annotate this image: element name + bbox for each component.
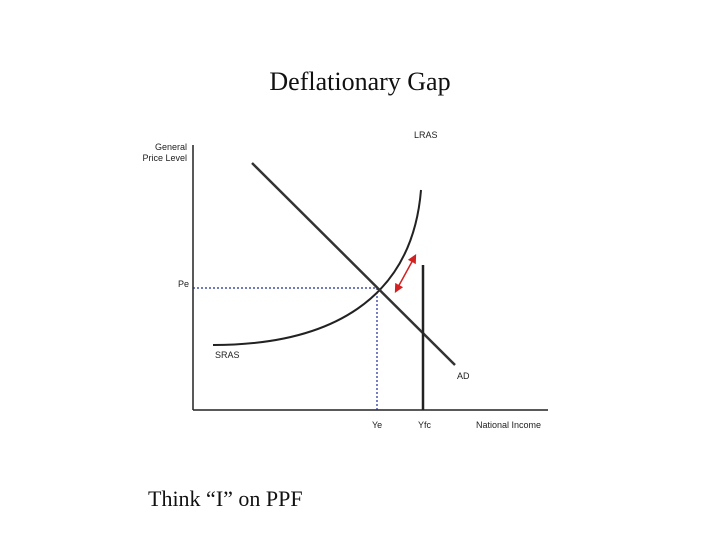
adjustment-arrow [394,254,417,293]
pe-label: Pe [178,279,189,289]
ad-label: AD [457,371,470,381]
sras-label: SRAS [215,350,240,360]
title: Deflationary Gap [269,67,450,96]
ad-line [251,162,456,366]
lras-label: LRAS [414,130,438,140]
y-axis-label: Price Level [142,153,187,163]
sras-curve [212,189,422,346]
y-axis-label: General [155,142,187,152]
yfc-label: Yfc [418,420,432,430]
ye-label: Ye [372,420,382,430]
x-axis-label: National Income [476,420,541,430]
footer-note: Think “I” on PPF [148,486,303,511]
